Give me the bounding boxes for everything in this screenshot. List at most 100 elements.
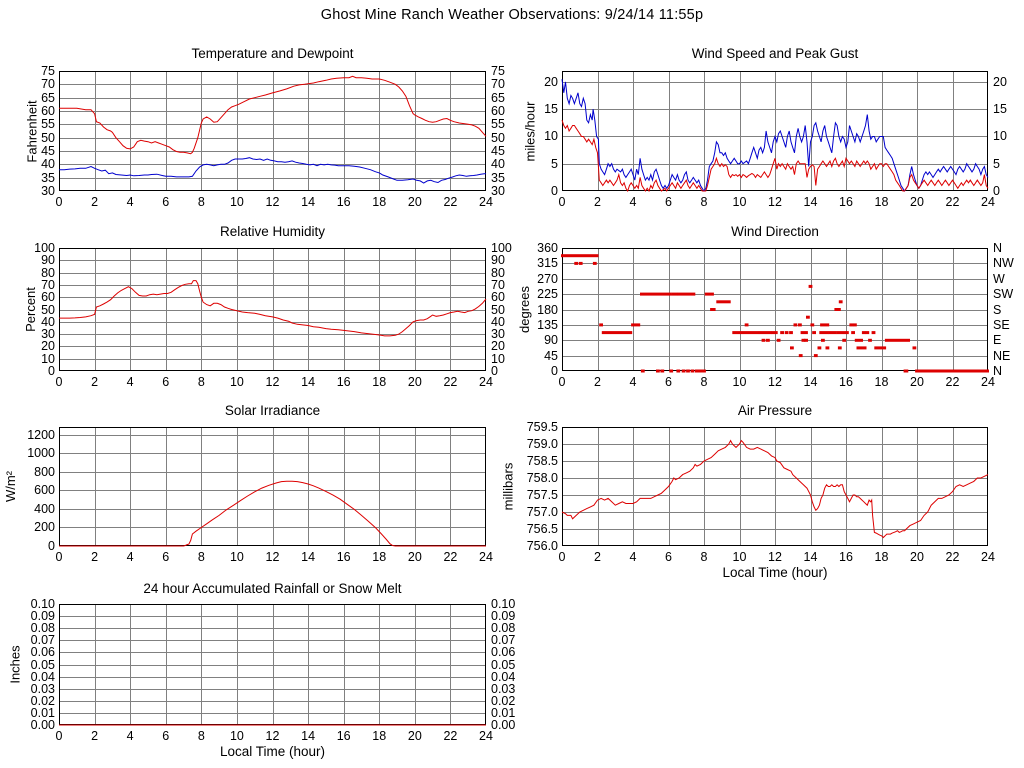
x-tick-label: 10: [229, 375, 244, 389]
x-tick-label: 4: [629, 195, 637, 209]
y-tick-label-right: NE: [993, 348, 1011, 363]
y-tick-label-right: 100: [491, 241, 512, 255]
wind-direction-marker: [798, 354, 803, 358]
x-axis-label: Local Time (hour): [722, 565, 828, 580]
x-tick-label: 4: [126, 729, 134, 743]
wind-direction-marker: [771, 331, 778, 335]
wind-direction-marker: [766, 338, 770, 342]
grid-lines: [562, 71, 988, 191]
x-tick-label: 14: [301, 550, 316, 564]
series-irradiance: [59, 480, 486, 547]
y-tick-label-right: 40: [491, 314, 505, 329]
y-tick-label: 600: [34, 483, 55, 498]
y-tick-label-right: 55: [491, 117, 505, 132]
wind-direction-marker: [884, 338, 910, 342]
chart-wind-direction: Wind Direction degrees 0 N 45 NE 90 E 135 SE 180…: [517, 224, 1014, 389]
plot-area: [561, 427, 989, 546]
wind-direction-marker: [744, 323, 749, 327]
y-tick-label: 10: [544, 129, 558, 144]
plot-border: [59, 427, 486, 546]
y-tick-label-right: 70: [491, 277, 505, 292]
grid-lines: [59, 604, 486, 725]
wind-direction-marker: [834, 308, 839, 311]
wind-direction-marker: [808, 284, 813, 288]
y-tick-label-right: N: [993, 241, 1003, 255]
grid-lines: [59, 427, 486, 546]
y-tick-label: 15: [544, 102, 558, 117]
wind-direction-marker: [820, 323, 830, 327]
grid-lines: [59, 71, 486, 191]
grid-lines: [562, 248, 988, 371]
y-tick-label-right: 0.04: [491, 669, 516, 684]
x-tick-label: 0: [55, 375, 63, 389]
x-tick-label: 22: [945, 195, 960, 209]
wind-direction-marker: [806, 315, 810, 319]
y-tick-label: 225: [537, 287, 558, 302]
x-tick-label: 10: [732, 195, 747, 209]
x-tick-label: 16: [839, 550, 853, 564]
x-tick-label: 18: [874, 375, 889, 389]
y-tick-label: 45: [544, 348, 558, 363]
y-tick-label: 65: [41, 90, 55, 105]
y-tick-label: 50: [41, 302, 55, 317]
y-tick-label-right: 30: [491, 184, 505, 198]
x-tick-label: 12: [265, 729, 280, 743]
x-tick-label: 10: [732, 550, 747, 564]
y-tick-label-right: 0.05: [491, 657, 516, 672]
x-tick-label: 12: [265, 550, 280, 564]
y-tick-label-right: 0: [491, 364, 498, 378]
y-tick-label: 270: [537, 271, 558, 286]
y-tick-label: 0: [551, 364, 558, 378]
y-tick-label: 1000: [27, 446, 55, 461]
y-tick-label: 315: [537, 256, 558, 271]
series-humidity: [59, 280, 487, 337]
wind-direction-marker: [800, 331, 808, 335]
x-tick-label: 20: [407, 729, 422, 743]
y-tick-label: 180: [537, 302, 558, 317]
plot-area: [59, 71, 487, 191]
wind-direction-marker: [813, 354, 818, 358]
wind-direction-marker: [851, 331, 855, 335]
wind-direction-marker: [828, 331, 837, 335]
series-pressure: [561, 439, 989, 539]
y-tick-label-right: 0.00: [491, 718, 516, 732]
y-tick-label: 60: [41, 290, 55, 305]
y-tick-label-right: 0.09: [491, 609, 516, 624]
y-tick-label: 55: [41, 117, 55, 132]
wind-direction-marker: [837, 308, 841, 311]
y-tick-label-right: 0.06: [491, 645, 516, 660]
page-title: Ghost Mine Ranch Weather Observations: 9…: [320, 7, 704, 23]
y-tick-label: 90: [544, 333, 558, 348]
plot-border: [59, 248, 486, 371]
wind-direction-marker: [681, 369, 686, 373]
x-tick-label: 2: [594, 195, 601, 209]
x-tick-label: 24: [981, 195, 995, 209]
x-tick-label: 20: [910, 375, 924, 389]
x-tick-label: 20: [407, 550, 422, 564]
y-tick-label: 35: [41, 170, 55, 185]
x-tick-label: 2: [91, 195, 99, 209]
wind-direction-marker: [695, 369, 706, 373]
wind-direction-marker: [804, 338, 808, 342]
y-tick-label: 0.06: [30, 645, 55, 660]
y-tick-label: 0.05: [30, 657, 55, 672]
y-tick-label-right: 0.10: [491, 597, 516, 611]
y-tick-label: 75: [41, 64, 55, 78]
y-tick-label-right: 80: [491, 265, 505, 280]
wind-direction-marker: [690, 369, 695, 373]
chart-title: Air Pressure: [737, 403, 813, 418]
y-tick-label: 0.01: [30, 705, 55, 720]
x-tick-label: 24: [981, 375, 995, 389]
chart-solar-irradiance: Solar Irradiance W/m² 0 200 400 600 800 1000 1…: [4, 403, 493, 564]
y-tick-label: 30: [41, 184, 55, 198]
grid-lines: [562, 427, 988, 546]
wind-direction-marker: [915, 369, 989, 373]
plot-area: [59, 604, 486, 726]
x-tick-label: 14: [803, 550, 818, 564]
wind-direction-marker: [574, 261, 579, 265]
wind-direction-marker: [592, 261, 597, 265]
chart-title: Wind Direction: [731, 224, 819, 239]
y-tick-label-right: 35: [491, 170, 505, 185]
y-tick-label: 0.02: [30, 693, 55, 708]
x-tick-label: 16: [336, 550, 351, 564]
